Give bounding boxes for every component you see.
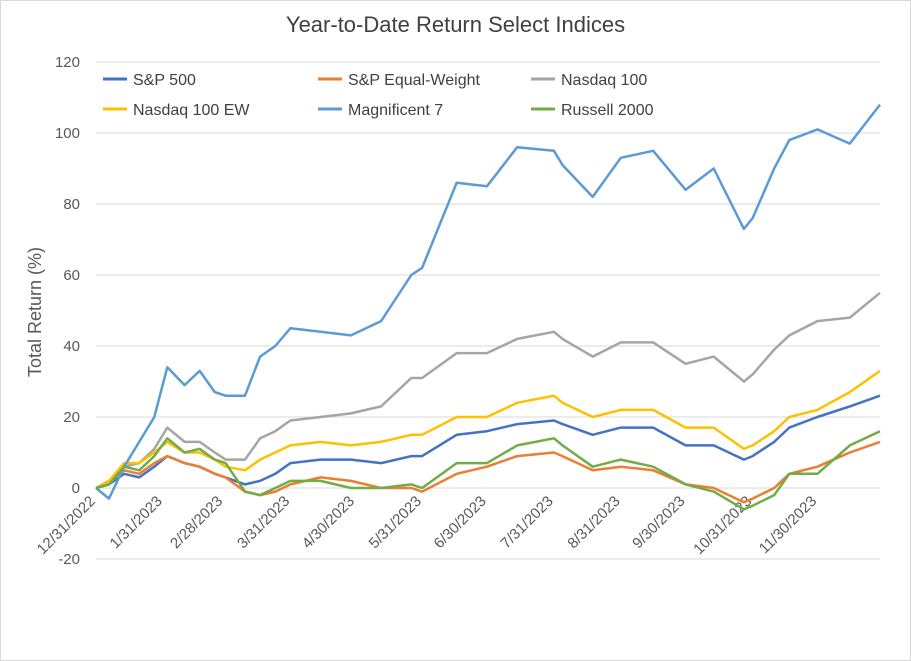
y-tick-label: 40 xyxy=(63,338,80,355)
legend-label: S&P Equal-Weight xyxy=(348,72,480,89)
y-tick-label: 20 xyxy=(63,409,80,426)
x-tick-label: 9/30/2023 xyxy=(629,493,688,552)
gridlines xyxy=(96,61,880,560)
y-axis-title: Total Return (%) xyxy=(25,247,45,377)
legend-label: S&P 500 xyxy=(133,72,196,89)
series-line-2 xyxy=(95,291,881,490)
y-tick-label: 120 xyxy=(55,54,80,71)
x-tick-label: 12/31/2022 xyxy=(34,493,99,558)
x-tick-label: 3/31/2023 xyxy=(234,493,293,552)
chart-title: Year-to-Date Return Select Indices xyxy=(285,12,626,37)
x-tick-label: 5/31/2023 xyxy=(366,493,425,552)
x-tick-label: 11/30/2023 xyxy=(756,493,820,557)
x-tick-label: 2/28/2023 xyxy=(167,493,226,552)
x-tick-label: 1/31/2023 xyxy=(107,493,166,552)
legend-label: Russell 2000 xyxy=(561,102,654,119)
legend: S&P 500 S&P Equal-Weight Nasdaq 100 Nasdaq … xyxy=(103,72,654,119)
x-tick-label: 4/30/2023 xyxy=(299,493,358,552)
series-line-4 xyxy=(95,103,881,500)
y-tick-label: 80 xyxy=(63,196,80,213)
y-tick-labels: -20 0 20 40 60 80 100 120 xyxy=(55,54,80,568)
x-tick-label: 8/31/2023 xyxy=(564,493,623,552)
x-tick-label: 6/30/2023 xyxy=(431,493,490,552)
x-tick-labels: 12/31/2022 1/31/2023 2/28/2023 3/31/2023 4/3… xyxy=(34,493,820,558)
y-tick-label: 100 xyxy=(55,125,80,142)
x-tick-label: 7/31/2023 xyxy=(497,493,556,552)
legend-label: Nasdaq 100 EW xyxy=(133,102,250,119)
y-tick-label: 0 xyxy=(72,480,80,497)
legend-label: Magnificent 7 xyxy=(348,102,443,119)
series-line-1 xyxy=(95,440,881,504)
legend-label: Nasdaq 100 xyxy=(561,72,647,89)
y-tick-label: 60 xyxy=(63,267,80,284)
series-lines xyxy=(95,103,881,511)
y-tick-label: -20 xyxy=(58,551,80,568)
series-line-5 xyxy=(95,430,881,511)
